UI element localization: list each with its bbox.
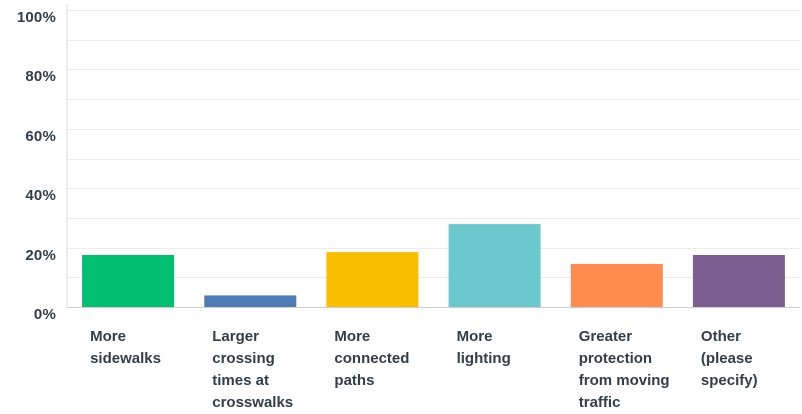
x-category-label: Greater protection from moving traffic [578,328,670,411]
y-tick-label: 0% [33,306,56,323]
x-category-label: Larger crossing times at crosswalks [212,328,294,411]
x-category-label: Other (please specify) [700,328,758,389]
bar[interactable] [204,295,297,307]
x-category-label: More sidewalks [90,328,161,367]
x-category-label: More connected paths [334,328,410,389]
y-tick-label: 80% [25,68,56,86]
y-tick-label: 20% [25,246,56,264]
bar[interactable] [82,255,175,307]
y-tick-label: 60% [25,127,56,145]
bar[interactable] [448,224,541,307]
y-tick-label: 100% [16,9,56,26]
bar[interactable] [326,252,419,307]
bar[interactable] [570,263,663,307]
bar[interactable] [692,255,785,307]
x-category-label: More lighting [456,328,511,367]
y-tick-label: 40% [25,187,56,205]
